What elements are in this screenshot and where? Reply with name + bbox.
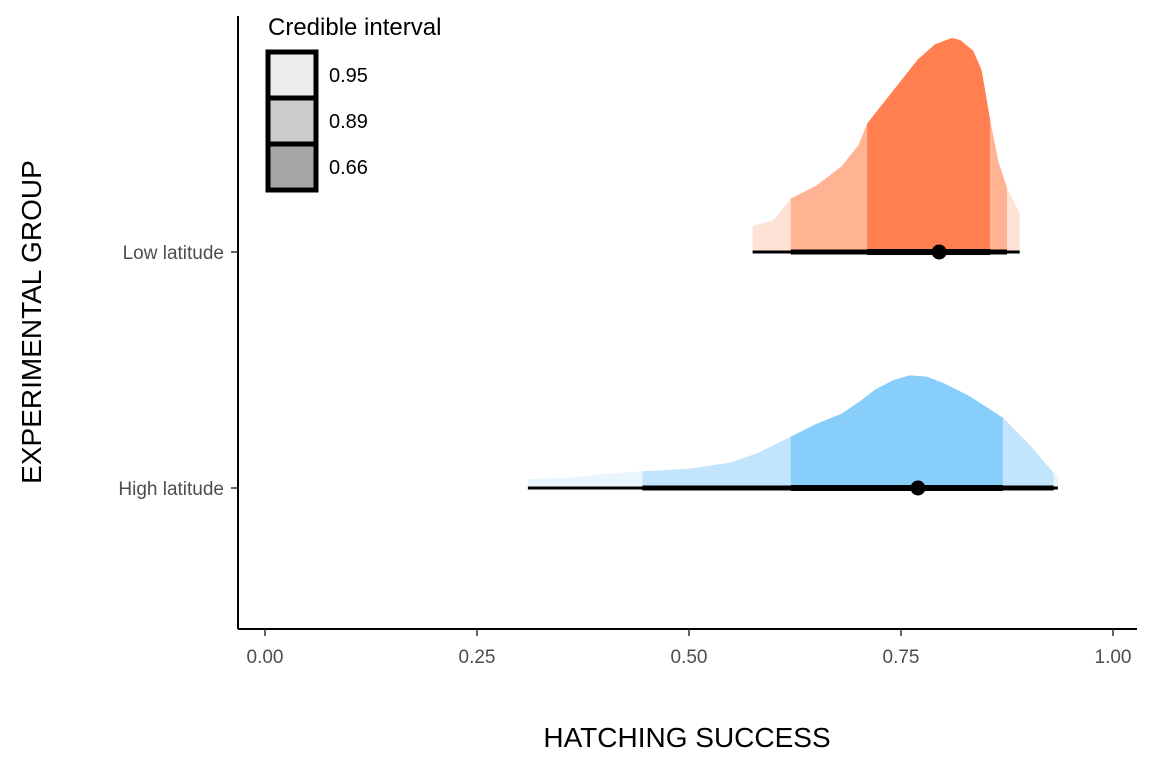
x-tick-label: 0.00	[247, 647, 284, 668]
point-estimate	[931, 244, 947, 260]
legend-swatch-0.95	[265, 49, 319, 101]
x-tick-label: 0.50	[671, 647, 708, 668]
legend-label: 0.95	[329, 65, 368, 87]
legend-label: 0.89	[329, 111, 368, 133]
legend-title: Credible interval	[268, 14, 441, 41]
density-band-0.66	[790, 375, 1003, 488]
density-1	[527, 375, 1058, 488]
point-estimate	[910, 480, 926, 496]
x-axis-title: HATCHING SUCCESS	[543, 722, 830, 753]
legend-swatch-0.66	[265, 141, 319, 193]
y-tick-label: Low latitude	[123, 243, 224, 264]
density-band-0.66	[867, 38, 990, 252]
x-tick-label: 0.25	[459, 647, 496, 668]
legend-swatch-0.89	[265, 95, 319, 147]
legend: Credible interval 0.95 0.89 0.66	[265, 14, 441, 193]
legend-label: 0.66	[329, 157, 368, 179]
y-axis-title: EXPERIMENTAL GROUP	[16, 160, 47, 484]
x-axis-ticks: 0.00 0.25 0.50 0.75 1.00	[247, 629, 1132, 668]
y-tick-label: High latitude	[118, 479, 224, 500]
density-layer	[527, 38, 1058, 488]
density-0	[752, 38, 1020, 252]
interval-layer	[527, 244, 1058, 496]
x-tick-label: 1.00	[1095, 647, 1132, 668]
x-tick-label: 0.75	[883, 647, 920, 668]
y-axis-ticks: Low latitude High latitude	[118, 243, 238, 500]
